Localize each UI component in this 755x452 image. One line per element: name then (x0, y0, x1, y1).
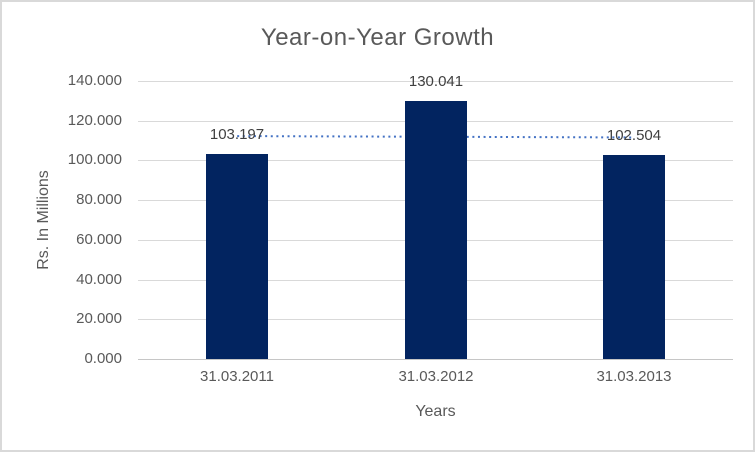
y-tick-label: 120.000 (67, 112, 122, 129)
x-axis-title: Years (415, 403, 456, 420)
trendline (237, 135, 634, 139)
x-tick-label: 31.03.2013 (596, 368, 672, 385)
chart-title: Year-on-Year Growth (260, 24, 495, 51)
y-tick-label: 100.000 (67, 151, 122, 168)
y-tick-label: 0.000 (84, 350, 122, 367)
x-axis-line (138, 359, 733, 360)
bar-data-label: 130.041 (408, 73, 464, 90)
y-tick-label: 60.000 (76, 231, 122, 248)
gridline (138, 81, 733, 82)
x-tick-label: 31.03.2012 (398, 368, 474, 385)
y-tick-label: 140.000 (67, 72, 122, 89)
bar-data-label: 102.504 (606, 127, 662, 144)
y-tick-label: 80.000 (76, 191, 122, 208)
plot-area: 103.197 31.03.2011 130.041 31.03.2012 102.50… (138, 73, 733, 385)
trendline-layer (237, 135, 634, 139)
y-axis-title: Rs. In Millions (35, 170, 52, 270)
y-tick-label: 20.000 (76, 310, 122, 327)
bar (206, 154, 268, 359)
bar (405, 101, 467, 359)
y-tick-label: 40.000 (76, 271, 122, 288)
bar-data-label: 103.197 (209, 126, 265, 143)
x-tick-label: 31.03.2011 (200, 368, 274, 385)
bar (603, 155, 665, 359)
